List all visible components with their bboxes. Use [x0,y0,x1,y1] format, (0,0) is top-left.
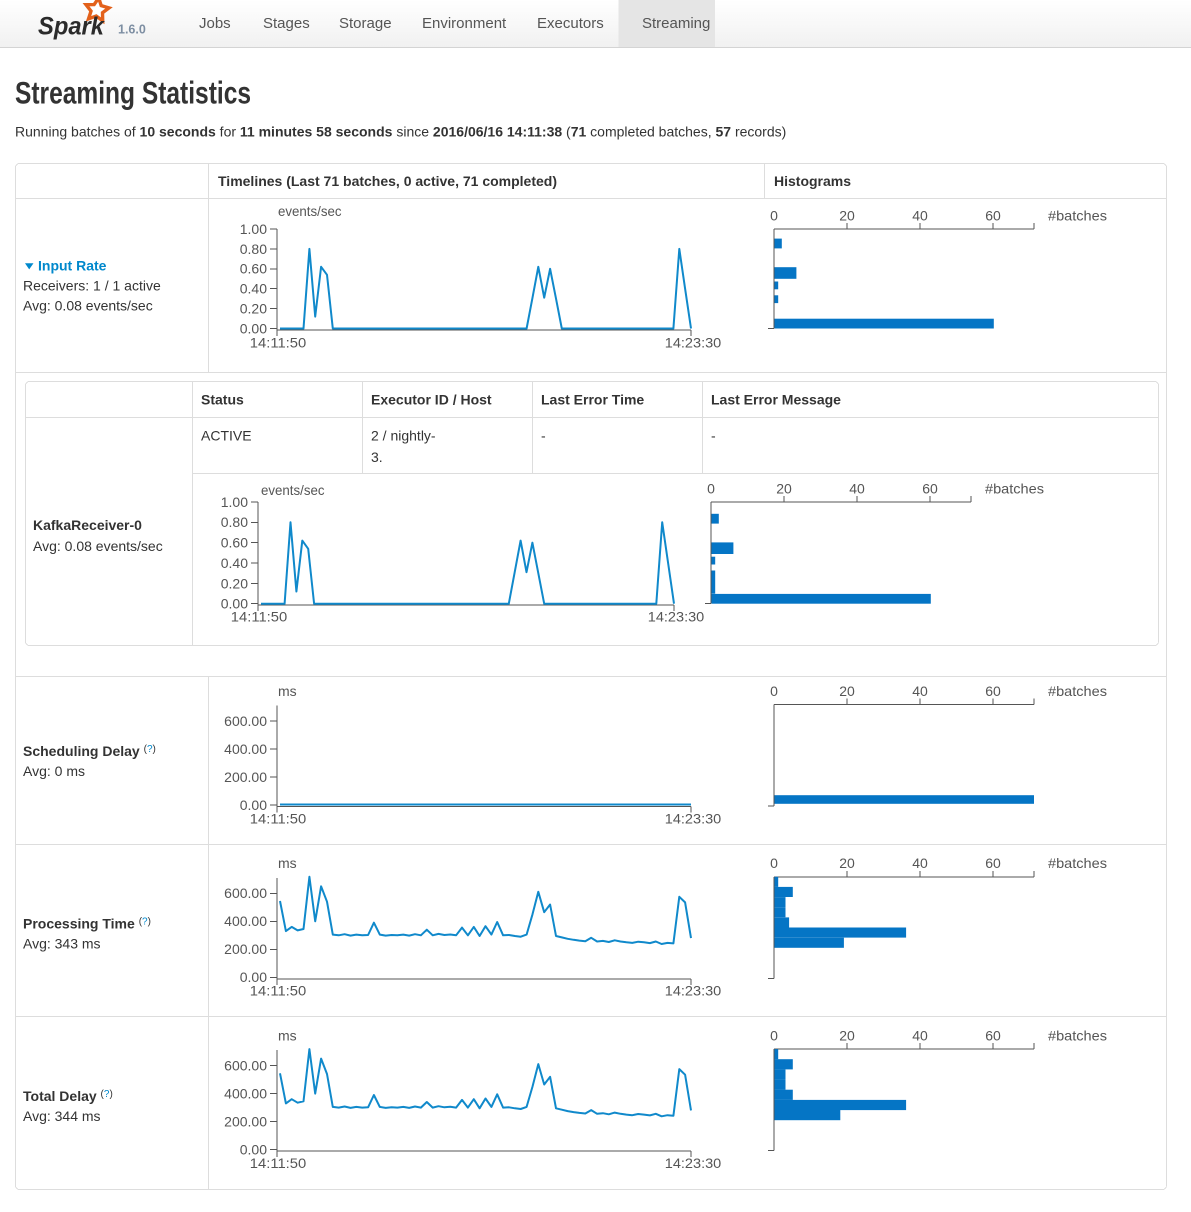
svg-text:20: 20 [839,207,855,223]
svg-text:14:23:30: 14:23:30 [665,334,722,350]
svg-text:14:23:30: 14:23:30 [665,983,722,999]
svg-text:14:11:50: 14:11:50 [250,1155,307,1171]
svg-text:#batches: #batches [1048,855,1107,871]
svg-text:ms: ms [278,855,297,871]
svg-text:200.00: 200.00 [224,1114,267,1130]
svg-text:14:11:50: 14:11:50 [250,983,307,999]
svg-text:ms: ms [278,683,297,699]
svg-text:200.00: 200.00 [224,941,267,957]
svg-text:-: - [711,427,716,443]
svg-text:600.00: 600.00 [224,885,267,901]
svg-text:KafkaReceiver-0: KafkaReceiver-0 [33,517,142,533]
svg-text:Spark: Spark [38,13,105,41]
svg-text:20: 20 [839,1028,855,1044]
svg-text:Storage: Storage [339,15,392,32]
svg-text:Status: Status [201,391,244,407]
svg-text:0: 0 [770,207,778,223]
svg-text:40: 40 [912,1028,928,1044]
svg-text:0.00: 0.00 [240,797,267,813]
svg-text:400.00: 400.00 [224,913,267,929]
svg-text:400.00: 400.00 [224,741,267,757]
svg-text:Executor ID / Host: Executor ID / Host [371,391,492,407]
svg-text:600.00: 600.00 [224,1058,267,1074]
svg-text:40: 40 [912,855,928,871]
svg-text:0.80: 0.80 [240,241,267,257]
svg-text:Streaming Statistics: Streaming Statistics [15,75,251,111]
svg-text:0.60: 0.60 [221,535,248,551]
svg-text:14:11:50: 14:11:50 [231,608,288,624]
svg-text:60: 60 [985,683,1001,699]
svg-text:0.00: 0.00 [240,969,267,985]
svg-text:Receivers: 1 / 1 active: Receivers: 1 / 1 active [23,277,161,293]
svg-text:Input Rate: Input Rate [38,257,107,273]
svg-text:14:11:50: 14:11:50 [250,810,307,826]
svg-text:events/sec: events/sec [278,203,342,219]
svg-text:14:23:30: 14:23:30 [665,1155,722,1171]
svg-text:200.00: 200.00 [224,769,267,785]
svg-text:Scheduling Delay (?): Scheduling Delay (?) [23,743,156,759]
svg-text:0: 0 [770,855,778,871]
svg-text:14:11:50: 14:11:50 [250,334,307,350]
svg-text:40: 40 [912,683,928,699]
svg-text:#batches: #batches [1048,683,1107,699]
svg-text:0.80: 0.80 [221,514,248,530]
svg-text:1.00: 1.00 [240,221,267,237]
svg-text:40: 40 [849,480,865,496]
svg-text:40: 40 [912,207,928,223]
svg-text:0.40: 0.40 [240,281,267,297]
svg-text:#batches: #batches [1048,207,1107,223]
svg-text:0.40: 0.40 [221,555,248,571]
svg-text:Executors: Executors [537,15,604,32]
svg-text:0: 0 [770,683,778,699]
svg-text:Avg: 0.08 events/sec: Avg: 0.08 events/sec [33,538,163,554]
svg-text:400.00: 400.00 [224,1086,267,1102]
svg-text:0.00: 0.00 [221,596,248,612]
svg-text:Streaming: Streaming [642,15,710,32]
svg-text:Environment: Environment [422,15,507,32]
svg-text:Last Error Message: Last Error Message [711,391,841,407]
svg-text:events/sec: events/sec [261,482,325,498]
svg-text:1.00: 1.00 [221,494,248,510]
svg-text:0: 0 [770,1028,778,1044]
svg-text:ACTIVE: ACTIVE [201,427,252,443]
svg-text:3.: 3. [371,449,383,465]
svg-text:60: 60 [985,1028,1001,1044]
svg-text:60: 60 [985,207,1001,223]
svg-text:Avg: 343 ms: Avg: 343 ms [23,935,101,951]
svg-text:Histograms: Histograms [774,173,851,189]
svg-text:60: 60 [922,480,938,496]
svg-text:#batches: #batches [1048,1028,1107,1044]
svg-text:20: 20 [839,683,855,699]
svg-text:Jobs: Jobs [199,15,231,32]
svg-text:20: 20 [839,855,855,871]
svg-text:Stages: Stages [263,15,310,32]
svg-text:Avg: 344 ms: Avg: 344 ms [23,1108,101,1124]
svg-text:Avg: 0.08 events/sec: Avg: 0.08 events/sec [23,297,153,313]
svg-text:14:23:30: 14:23:30 [665,810,722,826]
svg-text:Total Delay (?): Total Delay (?) [23,1088,113,1104]
svg-text:0.20: 0.20 [221,575,248,591]
svg-text:600.00: 600.00 [224,713,267,729]
svg-text:Avg: 0 ms: Avg: 0 ms [23,763,85,779]
svg-text:0.00: 0.00 [240,320,267,336]
svg-text:Processing Time (?): Processing Time (?) [23,915,151,931]
svg-text:-: - [541,427,546,443]
svg-text:Running batches of 10 seconds: Running batches of 10 seconds for 11 min… [15,124,786,140]
svg-text:20: 20 [776,480,792,496]
svg-text:0.00: 0.00 [240,1142,267,1158]
svg-text:#batches: #batches [985,480,1044,496]
svg-text:0: 0 [707,480,715,496]
svg-text:1.6.0: 1.6.0 [118,23,146,37]
svg-text:Last Error Time: Last Error Time [541,391,644,407]
svg-text:ms: ms [278,1028,297,1044]
svg-text:14:23:30: 14:23:30 [648,608,705,624]
svg-text:Timelines (Last 71 batches, 0: Timelines (Last 71 batches, 0 active, 71… [218,173,557,189]
svg-text:0.60: 0.60 [240,261,267,277]
svg-text:60: 60 [985,855,1001,871]
svg-text:0.20: 0.20 [240,301,267,317]
svg-text:2 / nightly-: 2 / nightly- [371,427,436,443]
